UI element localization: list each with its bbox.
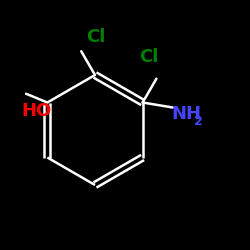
Text: 2: 2 xyxy=(194,115,202,128)
Text: Cl: Cl xyxy=(139,48,158,66)
Text: Cl: Cl xyxy=(86,28,106,46)
Text: HO: HO xyxy=(21,102,52,120)
Text: NH: NH xyxy=(171,105,201,123)
